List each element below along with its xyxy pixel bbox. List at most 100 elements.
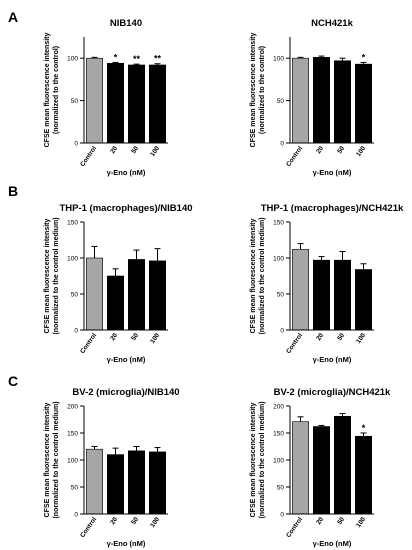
chart1-category-label-1: Control <box>79 145 98 168</box>
chart4-y-tick-label: 50 <box>277 291 285 298</box>
chart2-y-axis-title-line-1: CFSE mean fluorescence intensity <box>250 33 257 148</box>
chart1-y-tick-label: 0 <box>74 140 78 147</box>
chart3-bar-3 <box>128 259 145 331</box>
chart1-category-label-4: 100 <box>149 145 161 158</box>
chart6-y-tick-label: 0 <box>280 511 284 518</box>
chart1-title: NIB140 <box>110 18 142 29</box>
chart5-title: BV-2 (microglia)/NIB140 <box>72 387 179 398</box>
chart2-y-tick-label: 0 <box>280 140 284 147</box>
chart3-x-axis-title: γ-Eno (nM) <box>107 355 146 364</box>
chart4-y-tick-label: 0 <box>280 327 284 334</box>
chart1-bar-2 <box>107 62 124 144</box>
chart4-y-tick-label: 100 <box>273 255 284 262</box>
chart6-category-label-4: 100 <box>355 516 367 529</box>
chart2-bar-3 <box>334 60 351 144</box>
chart4-bar-3 <box>334 259 351 331</box>
chart3-y-tick-label: 100 <box>67 255 78 262</box>
chart6-bar-1 <box>292 421 309 515</box>
panel-label-B: B <box>8 183 18 199</box>
chart6-bar-4 <box>355 435 372 515</box>
chart1-significance-4: ** <box>154 54 162 64</box>
chart5-bar-2 <box>107 454 124 515</box>
chart4-bar-2 <box>313 259 330 331</box>
chart3-title: THP-1 (macrophages)/NIB140 <box>59 203 192 214</box>
chart3-category-label-3: 50 <box>130 332 140 342</box>
chart6-category-label-1: Control <box>285 516 304 539</box>
chart1-significance-2: * <box>114 52 118 62</box>
chart4-category-label-1: Control <box>285 332 304 355</box>
chart4-bar-1 <box>292 249 309 331</box>
chart6-y-tick-label: 150 <box>273 430 284 437</box>
chart5-bar-1 <box>86 448 103 515</box>
chart3-bar-1 <box>86 257 103 331</box>
chart4-y-axis-title-line-1: CFSE mean fluorescence intensity <box>250 219 257 334</box>
chart4-title: THP-1 (macrophages)/NCH421k <box>261 203 404 214</box>
chart6-significance-4: * <box>362 423 366 433</box>
chart1-bar-1 <box>86 57 103 144</box>
chart5-y-tick-label: 150 <box>67 430 78 437</box>
chart2-category-label-4: 100 <box>355 145 367 158</box>
chart6-bar-2 <box>313 426 330 515</box>
chart3-y-tick-label: 0 <box>74 327 78 334</box>
chart6-bar-3 <box>334 415 351 515</box>
chart5-y-tick-label: 200 <box>67 403 78 410</box>
chart3-category-label-4: 100 <box>149 332 161 345</box>
chart5-bar-4 <box>149 451 166 515</box>
chart5-category-label-4: 100 <box>149 516 161 529</box>
chart6-category-label-2: 20 <box>315 516 325 526</box>
panel-label-C: C <box>8 373 18 389</box>
chart5-y-tick-label: 50 <box>71 484 79 491</box>
chart1-bar-3 <box>128 64 145 144</box>
chart5-y-axis-title-line-1: CFSE mean fluorescence intensity <box>44 403 51 518</box>
chart5-y-tick-label: 0 <box>74 511 78 518</box>
chart3-y-tick-label: 50 <box>71 291 79 298</box>
chart6-y-tick-label: 200 <box>273 403 284 410</box>
chart6-y-tick-label: 50 <box>277 484 285 491</box>
chart2-title: NCH421k <box>311 18 353 29</box>
chart1-y-axis-title-line-2: (normalized to the control) <box>53 46 60 134</box>
chart2-significance-4: * <box>362 52 366 62</box>
chart4-y-tick-label: 150 <box>273 219 284 226</box>
chart5-y-axis-title-line-2: (normalized to the control medium) <box>53 401 60 518</box>
chart1-y-tick-label: 100 <box>67 56 78 63</box>
chart2-bar-4 <box>355 63 372 144</box>
chart2-bar-1 <box>292 57 309 144</box>
chart4-category-label-3: 50 <box>336 332 346 342</box>
chart5-y-tick-label: 100 <box>67 457 78 464</box>
chart6-title: BV-2 (microglia)/NCH421k <box>274 387 391 398</box>
chart2-category-label-3: 50 <box>336 145 346 155</box>
chart1-bar-4 <box>149 64 166 144</box>
chart1-category-label-2: 20 <box>109 145 119 155</box>
chart4-category-label-2: 20 <box>315 332 325 342</box>
chart5-category-label-1: Control <box>79 516 98 539</box>
chart5-category-label-3: 50 <box>130 516 140 526</box>
chart1-x-axis-title: γ-Eno (nM) <box>107 168 146 177</box>
chart6-x-axis-title: γ-Eno (nM) <box>313 539 352 548</box>
chart2-y-axis-title-line-2: (normalized to the control) <box>259 46 266 134</box>
chart3-bar-2 <box>107 275 124 331</box>
chart6-category-label-3: 50 <box>336 516 346 526</box>
chart5-bar-3 <box>128 450 145 515</box>
chart2-y-tick-label: 100 <box>273 56 284 63</box>
chart2-y-tick-label: 50 <box>277 98 285 105</box>
chart6-y-axis-title-line-1: CFSE mean fluorescence intensity <box>250 403 257 518</box>
panel-label-A: A <box>8 9 18 25</box>
chart3-y-tick-label: 150 <box>67 219 78 226</box>
chart3-y-axis-title-line-2: (normalized to the control medium) <box>53 217 60 334</box>
chart4-y-axis-title-line-2: (normalized to the control medium) <box>259 217 266 334</box>
chart2-bar-2 <box>313 57 330 144</box>
chart1-significance-3: ** <box>133 54 141 64</box>
chart3-bar-4 <box>149 260 166 331</box>
chart4-bar-4 <box>355 269 372 331</box>
chart3-y-axis-title-line-1: CFSE mean fluorescence intensity <box>44 219 51 334</box>
chart1-y-tick-label: 50 <box>71 98 79 105</box>
chart3-category-label-1: Control <box>79 332 98 355</box>
chart3-category-label-2: 20 <box>109 332 119 342</box>
chart2-category-label-1: Control <box>285 145 304 168</box>
chart2-x-axis-title: γ-Eno (nM) <box>313 168 352 177</box>
chart4-x-axis-title: γ-Eno (nM) <box>313 355 352 364</box>
chart5-category-label-2: 20 <box>109 516 119 526</box>
chart4-category-label-4: 100 <box>355 332 367 345</box>
chart6-y-tick-label: 100 <box>273 457 284 464</box>
